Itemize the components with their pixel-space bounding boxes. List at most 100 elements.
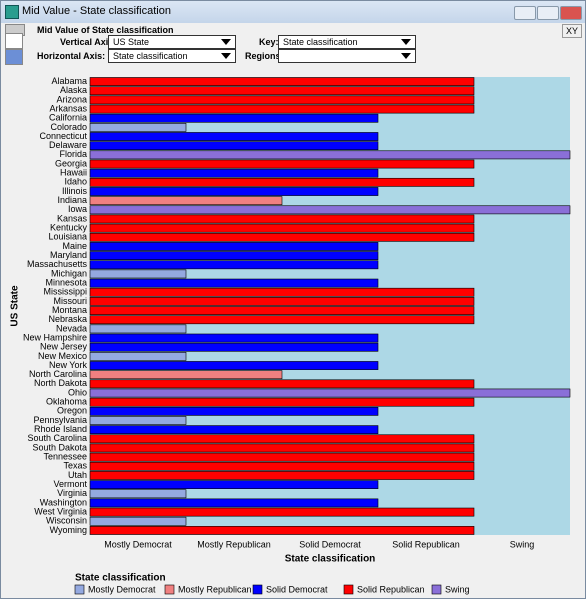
bar: [89, 168, 379, 178]
bar: [89, 150, 571, 160]
bar: [89, 406, 379, 416]
y-tick-label: Massachusetts: [27, 259, 88, 269]
bar: [89, 214, 475, 224]
y-tick-label: Rhode Island: [34, 424, 87, 434]
x-tick-label: Swing: [510, 539, 535, 549]
bar: [89, 489, 187, 499]
y-axis-title: US State: [10, 285, 21, 327]
bar: [89, 260, 379, 270]
x-tick-label: Mostly Democrat: [104, 539, 172, 549]
xy-button[interactable]: XY: [562, 24, 582, 38]
y-tick-label: Tennessee: [43, 452, 87, 462]
bar: [89, 159, 475, 169]
bar: [89, 471, 475, 480]
legend-label: Solid Democrat: [266, 584, 328, 594]
y-tick-label: North Carolina: [29, 369, 87, 379]
bar: [89, 397, 475, 407]
bar: [89, 333, 379, 343]
bar: [89, 526, 475, 535]
y-tick-label: Vermont: [53, 479, 87, 489]
y-tick-label: Arkansas: [49, 103, 87, 113]
y-tick-label: Mississippi: [43, 287, 87, 297]
bar: [89, 86, 475, 96]
legend-swatch: [343, 584, 354, 595]
chart-button[interactable]: [5, 49, 23, 65]
bar: [89, 297, 475, 306]
legend-swatch: [252, 584, 263, 595]
bar: [89, 177, 475, 187]
bar: [89, 95, 475, 105]
x-tick-label: Solid Republican: [392, 539, 460, 549]
y-tick-label: Hawaii: [60, 168, 87, 178]
toolbar-heading: Mid Value of State classification: [37, 25, 174, 35]
y-tick-label: Oregon: [57, 406, 87, 416]
y-tick-label: Alaska: [60, 85, 87, 95]
bar: [89, 480, 379, 490]
y-tick-label: Nebraska: [48, 314, 87, 324]
horizontal-axis-label: Horizontal Axis:: [37, 51, 106, 61]
close-button[interactable]: [560, 6, 582, 20]
bar: [89, 132, 379, 141]
bar: [89, 361, 379, 370]
y-tick-label: Washington: [40, 497, 87, 507]
legend-label: Mostly Republican: [178, 584, 252, 594]
bar: [89, 388, 571, 398]
y-tick-label: Texas: [63, 461, 87, 471]
y-tick-label: Kentucky: [50, 223, 88, 233]
minimize-button[interactable]: [514, 6, 536, 20]
bar: [89, 287, 475, 297]
bar: [89, 223, 475, 233]
y-tick-label: Iowa: [68, 204, 87, 214]
y-tick-label: Colorado: [50, 122, 87, 132]
key-dropdown[interactable]: State classification: [278, 35, 416, 49]
y-tick-label: Utah: [68, 470, 87, 480]
y-tick-label: California: [49, 113, 87, 123]
bar: [89, 113, 379, 123]
maximize-button[interactable]: [537, 6, 559, 20]
y-tick-label: Maryland: [50, 250, 87, 260]
x-tick-label: Solid Democrat: [299, 539, 361, 549]
bar: [89, 370, 283, 380]
bar: [89, 452, 475, 462]
bar: [89, 122, 187, 132]
y-tick-label: South Dakota: [32, 442, 87, 452]
chart: Mostly Democrat Mostly Republican Solid De…: [10, 76, 571, 595]
legend-title: State classification: [75, 573, 166, 584]
y-tick-label: New Mexico: [38, 351, 87, 361]
y-tick-label: Missouri: [53, 296, 87, 306]
bar: [89, 443, 475, 453]
vertical-axis-label: Vertical Axis:: [60, 37, 117, 47]
bar: [89, 104, 475, 114]
window-title: Mid Value - State classification: [22, 5, 171, 17]
y-tick-label: Louisiana: [48, 232, 87, 242]
bar: [89, 306, 475, 315]
bar: [89, 205, 571, 215]
y-tick-label: Georgia: [55, 158, 87, 168]
y-tick-label: Virginia: [57, 488, 87, 498]
y-tick-label: Arizona: [56, 94, 87, 104]
bar: [89, 379, 475, 389]
legend-swatch: [74, 584, 85, 595]
horizontal-axis-dropdown[interactable]: State classification: [108, 49, 236, 63]
title-bar: Mid Value - State classification: [1, 1, 585, 23]
bar: [89, 187, 379, 196]
y-tick-label: Connecticut: [39, 131, 87, 141]
bar: [89, 507, 475, 517]
bar: [89, 278, 379, 288]
y-tick-label: Maine: [62, 241, 87, 251]
regions-dropdown[interactable]: [278, 49, 416, 63]
y-tick-label: Nevada: [56, 323, 87, 333]
y-tick-label: New Hampshire: [23, 332, 87, 342]
vertical-axis-dropdown[interactable]: US State: [108, 35, 236, 49]
y-tick-label: South Carolina: [27, 433, 87, 443]
table-button[interactable]: [5, 33, 23, 49]
key-label: Key:: [259, 37, 279, 47]
bar: [89, 461, 475, 471]
bar: [89, 269, 187, 279]
legend-label: Solid Republican: [357, 584, 425, 594]
legend-label: Mostly Democrat: [88, 584, 156, 594]
y-tick-label: Michigan: [51, 268, 87, 278]
bar: [89, 425, 379, 435]
y-tick-label: Montana: [52, 305, 87, 315]
